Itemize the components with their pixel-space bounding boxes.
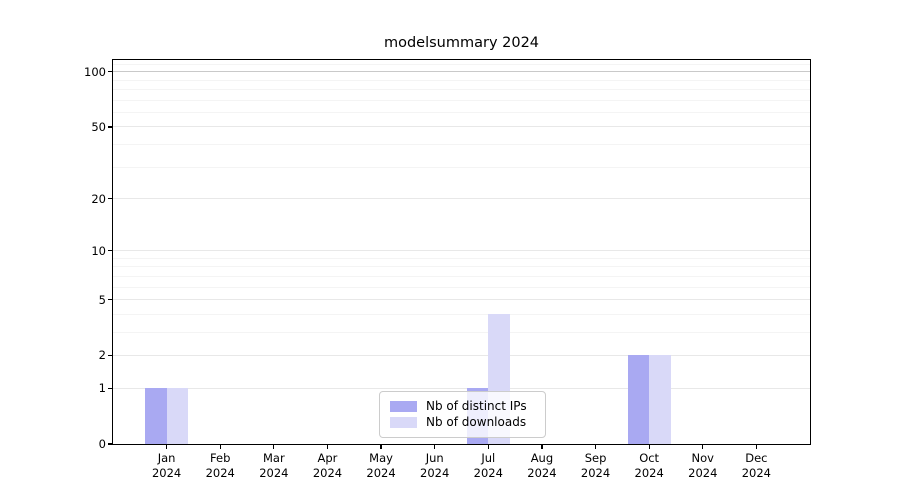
- x-tick-label-line: 2024: [741, 466, 772, 480]
- x-tick-mark: [648, 445, 650, 449]
- bar-downloads: [649, 355, 671, 444]
- x-tick-mark: [273, 445, 275, 449]
- x-tick-mark: [380, 445, 382, 449]
- x-tick-label-line: 2024: [151, 466, 182, 480]
- legend-item-downloads: Nb of downloads: [390, 415, 535, 430]
- gridline-minor: [113, 286, 810, 288]
- x-tick-label: Nov 2024: [663, 451, 743, 481]
- plot-area: [112, 59, 811, 445]
- x-tick-mark: [755, 445, 757, 449]
- y-tick-label: 20: [91, 191, 106, 206]
- y-tick-mark: [108, 250, 113, 252]
- legend-label-downloads: Nb of downloads: [426, 415, 527, 429]
- legend: Nb of distinct IPs Nb of downloads: [379, 391, 546, 438]
- x-tick-label: Jun 2024: [395, 451, 475, 481]
- chart-title: modelsummary 2024: [383, 35, 540, 51]
- y-tick-label: 0: [98, 437, 106, 451]
- y-tick-mark: [108, 387, 113, 389]
- x-tick-mark: [219, 445, 221, 449]
- y-tick-mark: [108, 197, 113, 200]
- gridline-minor: [113, 266, 810, 268]
- y-tick-label: 10: [91, 243, 106, 258]
- x-tick-label: Dec 2024: [716, 451, 796, 481]
- y-tick-mark: [108, 71, 113, 73]
- bar-downloads: [166, 388, 189, 444]
- gridline-major: [113, 71, 810, 73]
- x-tick-label-line: 2024: [688, 466, 718, 480]
- legend-label-distinct-ips: Nb of distinct IPs: [426, 399, 527, 413]
- x-tick-label: Mar 2024: [234, 451, 314, 481]
- x-tick-mark: [594, 445, 597, 449]
- gridline-major: [113, 387, 810, 389]
- bar-distinct-ips: [627, 355, 650, 444]
- y-tick-label: 5: [98, 292, 106, 307]
- x-tick-mark: [166, 445, 168, 449]
- gridline-minor: [113, 331, 810, 333]
- x-tick-label-line: Dec: [745, 451, 768, 465]
- x-tick-label-line: Jul: [481, 451, 496, 465]
- x-tick-label-line: Feb: [210, 451, 231, 465]
- x-tick-label-line: 2024: [527, 466, 557, 480]
- gridline-minor: [113, 99, 810, 101]
- gridline-major: [113, 250, 810, 252]
- x-tick-label-line: Nov: [691, 451, 714, 465]
- gridline-minor: [113, 166, 810, 168]
- gridline-minor: [113, 112, 810, 114]
- gridline-minor: [113, 313, 810, 315]
- x-tick-label-line: 2024: [580, 466, 611, 480]
- x-tick-label: Oct 2024: [609, 451, 689, 481]
- x-tick-label-line: Oct: [639, 451, 660, 465]
- x-tick-label: Sep 2024: [556, 451, 636, 481]
- gridline-major: [113, 198, 810, 199]
- gridline-minor: [113, 63, 810, 65]
- x-tick-mark: [434, 445, 436, 449]
- legend-swatch-downloads: [390, 417, 417, 428]
- gridline-minor: [113, 79, 810, 81]
- x-tick-label-line: Jun: [425, 451, 444, 465]
- y-tick-mark: [108, 126, 113, 128]
- x-tick-label: Apr 2024: [287, 451, 367, 481]
- legend-swatch-distinct-ips: [390, 401, 417, 412]
- x-tick-label: Jul 2024: [448, 451, 528, 481]
- x-tick-label-line: Sep: [584, 451, 607, 465]
- x-tick-label: Aug 2024: [502, 451, 582, 481]
- x-tick-label-line: 2024: [259, 466, 289, 480]
- x-tick-mark: [326, 445, 329, 449]
- y-tick-label: 2: [98, 348, 106, 363]
- x-tick-label-line: 2024: [312, 466, 343, 480]
- gridline-minor: [113, 144, 810, 146]
- y-tick-mark: [108, 298, 113, 301]
- x-tick-label-line: 2024: [366, 466, 396, 480]
- x-tick-label-line: Mar: [262, 451, 285, 465]
- x-tick-label-line: Aug: [530, 451, 554, 465]
- gridline-major: [113, 354, 810, 356]
- x-tick-mark: [487, 445, 489, 449]
- bar-distinct-ips: [145, 388, 167, 444]
- x-tick-label-line: Apr: [317, 451, 338, 465]
- x-tick-label-line: 2024: [420, 466, 450, 480]
- gridline-major: [113, 126, 810, 128]
- x-tick-label-line: 2024: [634, 466, 664, 480]
- y-tick-label: 50: [91, 119, 106, 134]
- gridline-major: [113, 299, 810, 301]
- gridline-minor: [113, 89, 810, 91]
- x-tick-label: Jan 2024: [127, 451, 207, 481]
- y-tick-label: 100: [84, 64, 106, 79]
- x-tick-mark: [702, 445, 704, 449]
- legend-item-distinct-ips: Nb of distinct IPs: [390, 399, 535, 414]
- x-tick-label: May 2024: [341, 451, 421, 481]
- x-tick-mark: [541, 445, 543, 449]
- y-tick-label: 1: [98, 381, 106, 396]
- x-tick-label-line: May: [369, 451, 393, 465]
- y-tick-mark: [108, 354, 113, 356]
- x-tick-label: Feb 2024: [180, 451, 260, 481]
- x-tick-label-line: Jan: [157, 451, 176, 465]
- gridline-minor: [113, 257, 810, 259]
- x-tick-label-line: 2024: [205, 466, 235, 480]
- gridline-minor: [113, 275, 810, 277]
- y-tick-mark: [108, 443, 113, 445]
- x-tick-label-line: 2024: [473, 466, 503, 480]
